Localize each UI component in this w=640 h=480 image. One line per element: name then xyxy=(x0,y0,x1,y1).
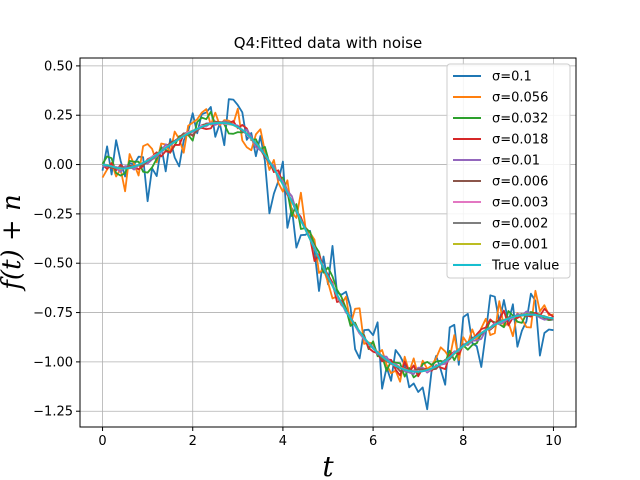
y-tick-label: −1.00 xyxy=(33,355,73,370)
x-tick-label: 2 xyxy=(189,434,197,449)
plot-frame xyxy=(79,57,577,428)
y-tick-label: −0.50 xyxy=(33,257,73,272)
y-tick-label: 0.25 xyxy=(44,109,73,124)
series-line-true-value xyxy=(102,122,554,373)
y-tick-label: −0.75 xyxy=(33,306,73,321)
y-axis-label: f(t) + n xyxy=(0,194,27,291)
series-group xyxy=(101,98,555,411)
x-tick-label: 8 xyxy=(459,434,467,449)
chart-title: Q4:Fitted data with noise xyxy=(234,34,422,52)
x-tick-label: 0 xyxy=(98,434,106,449)
legend-label: σ=0.001 xyxy=(492,238,548,253)
legend-label: σ=0.1 xyxy=(492,70,532,85)
legend-label: σ=0.01 xyxy=(492,154,540,169)
ticks: 0 2 4 6 8 10 0.50 0.25 0.00 −0.25 −0.50 −0.75 −1.00 −… xyxy=(33,59,562,449)
y-tick-label: −1.25 xyxy=(33,405,73,420)
legend-label: σ=0.006 xyxy=(492,175,548,190)
legend-label: σ=0.032 xyxy=(492,112,548,127)
x-tick-label: 4 xyxy=(279,434,287,449)
x-tick-label: 6 xyxy=(369,434,377,449)
x-tick-label: 10 xyxy=(545,434,562,449)
legend-label: σ=0.018 xyxy=(492,133,548,148)
y-tick-label: 0.00 xyxy=(44,158,73,173)
legend-label: σ=0.002 xyxy=(492,217,548,232)
legend-label: True value xyxy=(491,259,559,274)
y-tick-label: −0.25 xyxy=(33,207,73,222)
legend: σ=0.1 σ=0.056 σ=0.032 σ=0.018 σ=0.01 σ=0.006 σ… xyxy=(446,63,571,279)
y-tick-label: 0.50 xyxy=(44,59,73,74)
legend-label: σ=0.056 xyxy=(492,91,548,106)
x-axis-label: t xyxy=(322,450,334,480)
legend-label: σ=0.003 xyxy=(492,196,548,211)
